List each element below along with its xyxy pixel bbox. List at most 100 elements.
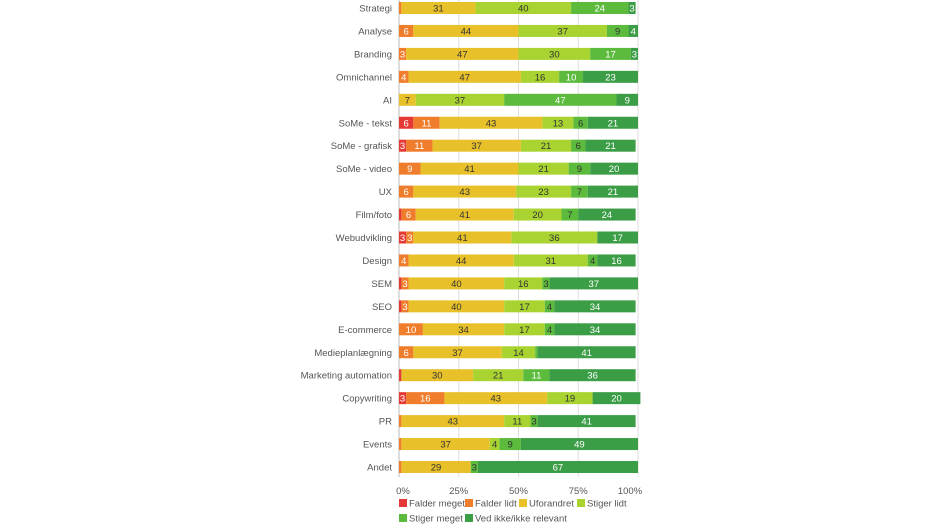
bar-segment [399, 300, 402, 313]
data-label: 4 [547, 302, 552, 313]
category-label: SoMe - tekst [339, 118, 393, 129]
x-tick-label: 0% [396, 486, 410, 497]
bar-segment [473, 369, 524, 382]
legend-swatch [399, 499, 407, 507]
bar-segment [554, 300, 636, 313]
bar-segment [571, 2, 629, 14]
bar-segment [597, 231, 638, 244]
bar-segment [432, 139, 521, 152]
data-label: 4 [631, 26, 636, 37]
data-label: 7 [405, 95, 410, 106]
bar-segment [399, 162, 421, 175]
data-label: 21 [605, 141, 616, 152]
data-label: 20 [609, 164, 620, 175]
category-label: Design [362, 256, 392, 267]
data-label: 3 [402, 279, 407, 290]
bar-segment [406, 231, 414, 244]
bars: 31 40 24 36 44 37 9 43 47 30 17 34 47 16 10 237 37 47 96 11… [399, 2, 641, 474]
data-label: 47 [555, 95, 566, 106]
data-label: 43 [459, 187, 470, 198]
data-label: 40 [451, 302, 462, 313]
bar-segment [401, 277, 409, 290]
legend-swatch [465, 499, 473, 507]
bar-segment [561, 208, 579, 221]
bar-segment [401, 2, 476, 14]
bar-segment [422, 323, 505, 336]
bar-segment [628, 24, 638, 37]
data-label: 6 [578, 118, 583, 129]
category-label: PR [379, 417, 392, 428]
data-label: 44 [461, 26, 472, 37]
category-label: E-commerce [338, 325, 392, 336]
data-label: 16 [535, 72, 546, 83]
bar-segment [489, 438, 500, 451]
bar-segment [587, 116, 638, 129]
bar-segment [549, 369, 636, 382]
data-label: 11 [414, 141, 424, 152]
bar-segment [578, 208, 636, 221]
data-label: 6 [404, 348, 409, 359]
bar-segment [501, 346, 536, 359]
bar-segment [504, 415, 531, 428]
data-label: 7 [567, 210, 572, 221]
bar-segment [399, 185, 414, 198]
x-tick-labels: 0% 25% 50% 75% 100% [396, 486, 643, 497]
bar-segment [406, 139, 433, 152]
bar-segment [537, 346, 636, 359]
bar-segment [399, 24, 414, 37]
legend-label: Falder meget [409, 499, 465, 510]
data-label: 37 [588, 279, 599, 290]
category-label: Webudvikling [336, 233, 392, 244]
bar-segment [399, 93, 416, 106]
bar-segment [477, 461, 638, 473]
bar-segment [544, 300, 555, 313]
category-label: Branding [354, 49, 392, 60]
data-label: 20 [611, 394, 622, 405]
bar-segment [399, 438, 402, 451]
data-label: 43 [491, 394, 502, 405]
data-label: 4 [401, 256, 406, 267]
bar-segment [587, 185, 638, 198]
bar-segment [513, 254, 588, 267]
legend-label: Stiger meget [409, 514, 463, 525]
data-label: 13 [553, 118, 564, 129]
legend-swatch [577, 499, 585, 507]
legend: Falder meget Falder lidt Uforandret Stiger … [399, 499, 627, 525]
data-label: 9 [615, 26, 620, 37]
bar-segment [573, 116, 588, 129]
bar-segment [401, 208, 416, 221]
bar-segment [504, 93, 617, 106]
bar-segment [606, 24, 629, 37]
data-label: 21 [538, 164, 549, 175]
bar-segment [537, 415, 636, 428]
category-label: Film/foto [356, 210, 392, 221]
data-label: 37 [440, 440, 451, 451]
data-label: 3 [402, 302, 407, 313]
bar-segment [399, 415, 402, 428]
bar-segment [439, 116, 543, 129]
category-label: SEO [372, 302, 392, 313]
bar-segment [408, 300, 505, 313]
category-label: Analyse [358, 26, 392, 37]
bar-segment [413, 346, 502, 359]
data-label: 16 [611, 256, 622, 267]
data-label: 7 [577, 187, 582, 198]
bar-segment [628, 2, 636, 14]
data-label: 30 [432, 371, 443, 382]
legend-swatch [465, 514, 473, 522]
bar-segment [399, 139, 407, 152]
bar-segment [399, 323, 423, 336]
data-label: 9 [407, 164, 412, 175]
bar-segment [399, 231, 407, 244]
data-label: 30 [549, 49, 560, 60]
data-label: 16 [518, 279, 529, 290]
bar-segment [413, 185, 517, 198]
category-label: Medieplanlægning [314, 348, 392, 359]
data-label: 47 [459, 72, 470, 83]
bar-segment [504, 323, 545, 336]
bar-segment [520, 70, 560, 83]
bar-segment [583, 70, 638, 83]
data-label: 43 [447, 417, 458, 428]
data-label: 40 [451, 279, 462, 290]
data-label: 17 [519, 325, 530, 336]
